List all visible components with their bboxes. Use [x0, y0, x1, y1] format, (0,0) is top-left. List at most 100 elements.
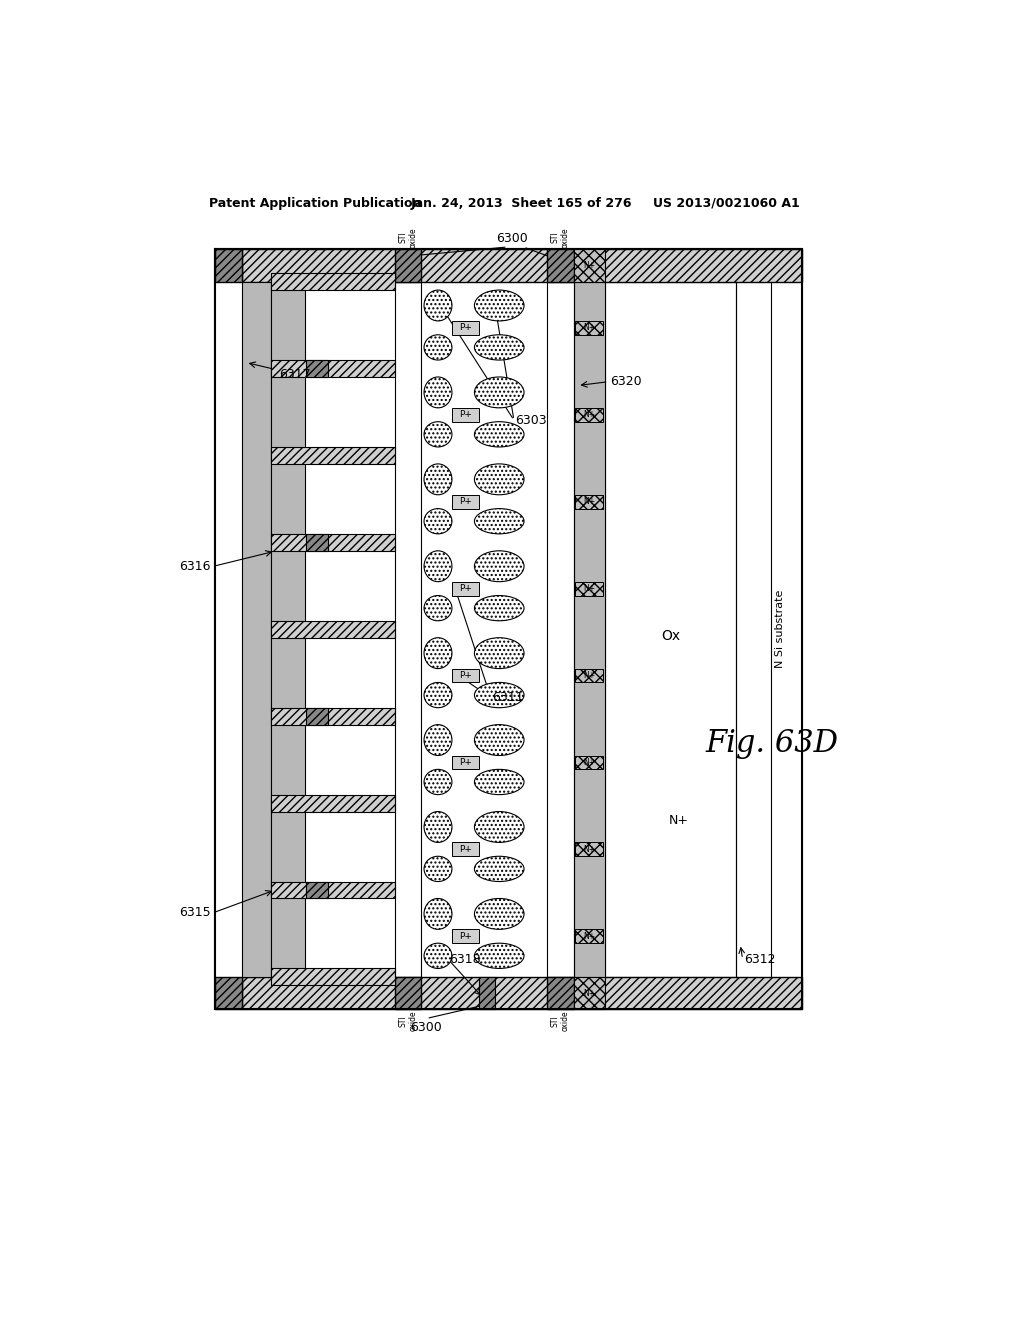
- Ellipse shape: [474, 290, 524, 321]
- Text: P+: P+: [459, 411, 472, 420]
- Text: 6318: 6318: [450, 953, 481, 966]
- Bar: [575, 321, 603, 335]
- Ellipse shape: [474, 378, 524, 408]
- Text: 6311: 6311: [493, 690, 523, 704]
- Text: STI
oxide: STI oxide: [550, 227, 569, 248]
- Ellipse shape: [474, 770, 524, 795]
- Bar: [452, 929, 479, 944]
- Bar: [271, 447, 395, 463]
- Bar: [575, 929, 603, 944]
- Ellipse shape: [424, 857, 452, 882]
- Text: Patent Application Publication: Patent Application Publication: [209, 197, 422, 210]
- Text: P+: P+: [459, 671, 472, 680]
- Text: N+: N+: [583, 671, 595, 680]
- Ellipse shape: [424, 682, 452, 708]
- Ellipse shape: [474, 899, 524, 929]
- Bar: [573, 281, 604, 977]
- Bar: [271, 708, 395, 725]
- Ellipse shape: [424, 335, 452, 360]
- Text: 6312: 6312: [744, 953, 775, 966]
- Ellipse shape: [474, 725, 524, 755]
- Ellipse shape: [424, 290, 452, 321]
- Ellipse shape: [474, 638, 524, 669]
- Bar: [452, 755, 479, 770]
- Text: N Si substrate: N Si substrate: [775, 590, 785, 668]
- Ellipse shape: [424, 508, 452, 533]
- Bar: [452, 321, 479, 335]
- Text: N+: N+: [583, 323, 595, 333]
- Text: 6300: 6300: [411, 1020, 442, 1034]
- Bar: [306, 533, 328, 550]
- Bar: [215, 977, 242, 1010]
- Ellipse shape: [474, 421, 524, 447]
- Bar: [575, 495, 603, 508]
- Bar: [271, 273, 395, 290]
- Ellipse shape: [424, 812, 452, 842]
- Bar: [395, 249, 421, 281]
- Text: Jan. 24, 2013  Sheet 165 of 276: Jan. 24, 2013 Sheet 165 of 276: [411, 197, 633, 210]
- Bar: [242, 281, 271, 977]
- Text: STI
oxide: STI oxide: [398, 1011, 418, 1031]
- Ellipse shape: [424, 421, 452, 447]
- Text: STI
oxide: STI oxide: [550, 1011, 569, 1031]
- Bar: [575, 669, 603, 682]
- Bar: [242, 977, 802, 1010]
- Ellipse shape: [424, 595, 452, 620]
- Text: N+: N+: [583, 261, 595, 269]
- Text: N+: N+: [669, 814, 688, 828]
- Bar: [306, 882, 328, 899]
- Text: N+: N+: [583, 758, 595, 767]
- Bar: [452, 842, 479, 857]
- Ellipse shape: [424, 378, 452, 408]
- Bar: [575, 408, 603, 421]
- Bar: [306, 708, 328, 725]
- Bar: [573, 977, 604, 1010]
- Bar: [452, 582, 479, 595]
- Bar: [271, 882, 395, 899]
- Text: US 2013/0021060 A1: US 2013/0021060 A1: [653, 197, 800, 210]
- Bar: [452, 669, 479, 682]
- Text: P+: P+: [459, 758, 472, 767]
- Bar: [271, 620, 395, 638]
- Ellipse shape: [474, 812, 524, 842]
- Bar: [547, 977, 573, 1010]
- Ellipse shape: [474, 857, 524, 882]
- Text: P+: P+: [459, 845, 472, 854]
- Text: 6315: 6315: [179, 907, 211, 920]
- Bar: [452, 408, 479, 421]
- Ellipse shape: [424, 725, 452, 755]
- Text: 6316: 6316: [179, 560, 211, 573]
- Bar: [479, 977, 495, 1010]
- Ellipse shape: [474, 508, 524, 533]
- Bar: [575, 842, 603, 857]
- Text: N+: N+: [583, 989, 595, 998]
- Text: STI
oxide: STI oxide: [398, 227, 418, 248]
- Bar: [452, 495, 479, 508]
- Ellipse shape: [424, 899, 452, 929]
- Bar: [395, 977, 421, 1010]
- Bar: [242, 249, 802, 281]
- Text: N+: N+: [583, 411, 595, 420]
- Bar: [421, 281, 519, 977]
- Ellipse shape: [474, 463, 524, 495]
- Text: N+: N+: [583, 932, 595, 941]
- Bar: [421, 281, 547, 977]
- Text: N+: N+: [583, 498, 595, 506]
- Text: Fig. 63D: Fig. 63D: [706, 729, 839, 759]
- Bar: [271, 281, 305, 977]
- Text: N+: N+: [583, 585, 595, 593]
- Text: N+: N+: [583, 845, 595, 854]
- Text: P+: P+: [459, 585, 472, 593]
- Bar: [215, 281, 802, 977]
- Bar: [271, 533, 395, 550]
- Bar: [215, 249, 802, 1010]
- Text: 6303: 6303: [515, 413, 547, 426]
- Ellipse shape: [424, 770, 452, 795]
- Text: P+: P+: [459, 323, 472, 333]
- Ellipse shape: [424, 463, 452, 495]
- Ellipse shape: [424, 550, 452, 582]
- Bar: [215, 249, 242, 281]
- Bar: [306, 360, 328, 378]
- Bar: [573, 249, 604, 281]
- Ellipse shape: [424, 944, 452, 969]
